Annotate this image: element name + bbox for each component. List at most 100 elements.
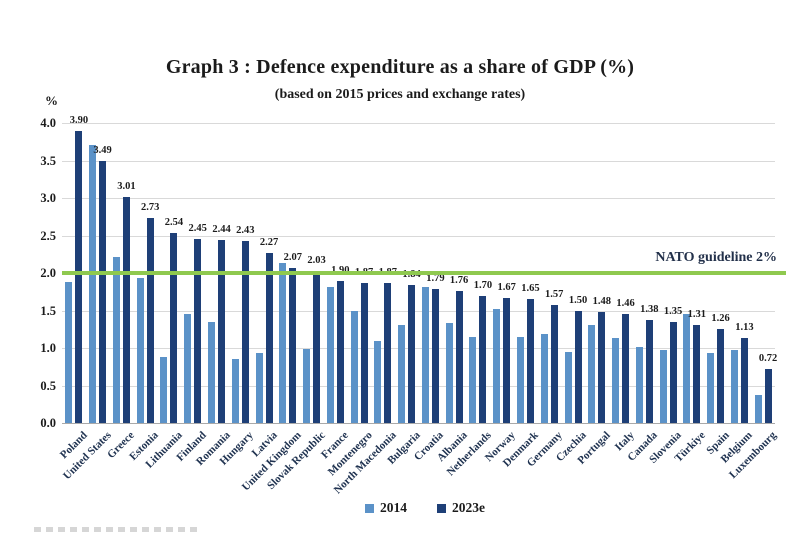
plot-area: 4.0 3.5 3.0 2.5 2.0 1.5 1.0 0.5 0.0 3.90 3.49 3.01 2… [40,115,786,429]
bar-2014 [493,309,501,423]
value-label: 1.57 [545,289,564,301]
bar-2023e [645,319,653,423]
bar-2023e [99,161,107,424]
bar-2023e [194,239,202,424]
bar-2023e [75,130,83,423]
value-label: 2.27 [259,236,279,248]
value-label: 1.26 [711,312,730,324]
y-tick-label: 2.5 [40,228,56,243]
bar-2014 [326,286,334,423]
chart-subtitle: (based on 2015 prices and exchange rates… [274,87,526,102]
gridline [62,310,775,312]
y-axis-unit-label: % [45,93,58,108]
bar-2023e [122,197,130,423]
gridline [62,423,775,424]
legend-item-2023e: 2023e [437,500,485,516]
bar-2023e [550,305,558,424]
bar-2023e [265,252,273,424]
bar-2023e [740,338,748,423]
bar-2014 [398,324,406,424]
bar-2014 [540,333,548,424]
bar-2023e [574,310,582,423]
value-label: 1.31 [687,308,706,320]
bar-2014 [350,310,358,423]
y-tick-label: 0.0 [40,416,56,430]
gridline [62,198,775,199]
value-label: 0.72 [758,353,778,364]
bar-2023e [241,240,249,424]
bar-2014 [635,347,643,424]
bar-2014 [255,352,263,423]
value-label: 2.07 [283,251,302,263]
y-tick-label: 2.0 [40,266,56,280]
bar-2014 [374,341,382,424]
cropped-footnote-text [34,527,202,532]
bar-2023e [431,288,439,424]
bar-2023e [598,312,606,423]
value-label: 1.46 [616,297,635,309]
bar-2023e [693,324,701,424]
y-tick-label: 1.5 [40,303,56,318]
value-label: 2.73 [141,202,160,214]
bar-2023e [146,218,154,424]
value-label: 1.48 [592,296,611,307]
bar-2023e [622,313,629,423]
legend-swatch-2023e [437,503,446,513]
value-label: 1.50 [568,294,588,306]
bar-2023e [717,328,725,423]
value-label: 3.01 [117,181,136,193]
bar-2014 [421,286,429,423]
bar-2023e [170,232,178,423]
gridline [62,385,775,387]
bar-2014 [112,256,120,423]
bar-2014 [707,353,715,424]
value-label: 2.44 [212,224,231,235]
bar-2023e [479,295,487,423]
value-label: 1.13 [735,322,754,334]
bar-2014 [754,394,762,423]
value-label: 2.43 [236,224,255,236]
value-label: 3.49 [93,145,112,157]
nato-guideline-label: NATO guideline 2% [655,250,777,265]
gridline [62,123,775,124]
bar-2023e [336,280,344,423]
legend-label-2023e: 2023e [452,500,485,515]
bar-2023e [764,369,772,423]
value-label: 2.45 [188,223,207,235]
bar-2023e [360,282,368,424]
bar-2023e [669,321,677,424]
value-label: 1.76 [449,275,469,286]
bar-2014 [208,321,215,424]
bar-2023e [313,270,320,423]
nato-guideline-line [62,271,786,275]
bar-2014 [683,314,691,424]
value-label: 1.35 [663,305,683,317]
y-tick-label: 1.0 [40,341,56,355]
bar-2014 [231,358,239,423]
bar-2014 [65,282,73,423]
bar-2014 [184,314,192,424]
bar-2014 [160,357,168,423]
y-tick-label: 3.0 [40,191,56,205]
bar-2014 [89,144,97,424]
value-label: 1.70 [473,279,493,291]
bar-2014 [588,324,596,424]
value-label: 1.38 [640,303,659,315]
bar-2014 [612,337,619,423]
bar-2023e [503,297,511,424]
value-label: 1.90 [331,264,350,276]
legend-label-2014: 2014 [380,500,407,515]
gridline [62,160,775,162]
chart-title: Graph 3 : Defence expenditure as a share… [165,56,635,78]
bar-2023e [384,282,392,424]
x-axis-labels: Poland United States Greece Estonia Lithuani… [58,427,779,507]
value-label: 2.03 [307,254,326,266]
y-tick-label: 0.5 [40,378,56,393]
bar-2014 [445,322,453,423]
bar-2023e [218,240,225,423]
bar-2014 [279,262,287,423]
bar-2014 [730,350,738,424]
bar-2014 [136,278,144,424]
y-tick-label: 3.5 [40,153,56,168]
value-label: 1.79 [426,272,445,284]
